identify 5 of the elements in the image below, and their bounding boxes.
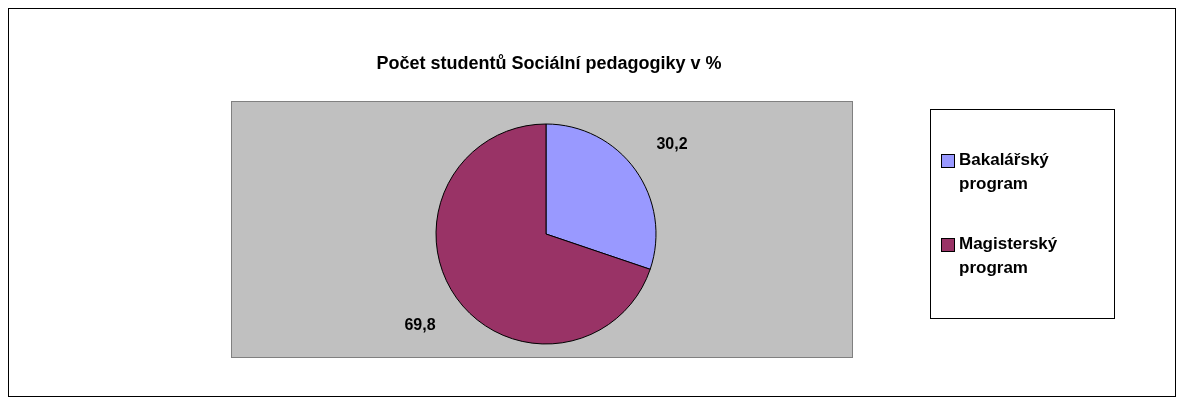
data-label: 69,8: [404, 315, 436, 333]
legend-label: Magisterský program: [959, 233, 1059, 279]
data-label: 30,2: [656, 135, 688, 153]
chart-title: Počet studentů Sociální pedagogiky v %: [375, 53, 723, 74]
legend-label: Bakalářský program: [959, 149, 1050, 195]
